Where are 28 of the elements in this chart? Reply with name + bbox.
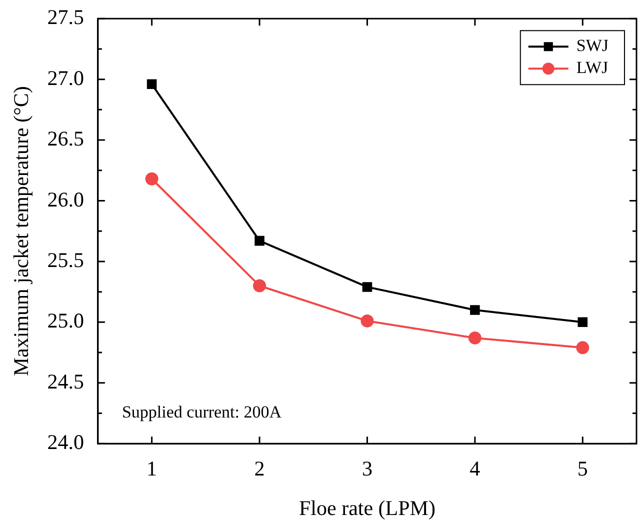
y-tick-label: 27.5 — [47, 5, 84, 30]
x-tick-label: 5 — [577, 456, 588, 481]
y-axis-title: Maximum jacket temperature (°C) — [9, 86, 34, 376]
annotation: Supplied current: 200A — [122, 402, 282, 422]
x-tick-label: 4 — [470, 456, 481, 481]
point — [468, 331, 482, 344]
point — [578, 317, 588, 328]
x-axis-title: Floe rate (LPM) — [298, 496, 436, 520]
y-tick-label: 27.0 — [47, 66, 84, 90]
point — [470, 305, 480, 315]
y-tick-label: 24.0 — [47, 430, 84, 454]
y-tick-label: 24.5 — [47, 369, 84, 394]
legend-label: LWJ — [576, 58, 609, 78]
y-tick-label: 25.5 — [47, 248, 84, 272]
point — [253, 279, 266, 292]
point — [146, 79, 157, 90]
y-tick-label: 26.5 — [47, 126, 84, 151]
point — [145, 172, 158, 186]
point — [254, 236, 264, 246]
point — [362, 282, 372, 292]
y-tick-label: 25.0 — [47, 308, 84, 333]
y-tick-label: 26.0 — [47, 187, 84, 212]
x-tick-label: 2 — [254, 456, 265, 481]
x-tick-label: 1 — [146, 456, 158, 481]
point — [360, 314, 374, 328]
point — [576, 341, 590, 354]
x-tick-label: 3 — [362, 456, 372, 481]
legend-label: SWJ — [576, 36, 609, 56]
